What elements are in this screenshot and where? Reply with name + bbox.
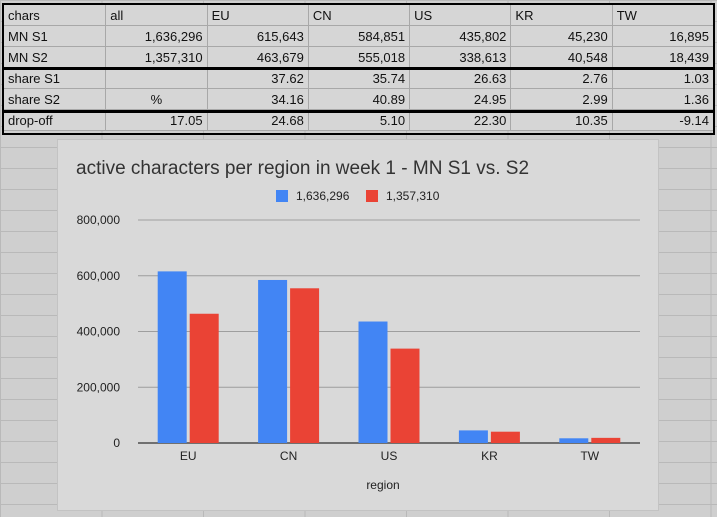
chart-gridlines: 0 200,000 400,000 600,000 800,000 bbox=[77, 213, 640, 450]
table-cell[interactable]: -9.14 bbox=[611, 109, 715, 131]
table-cell[interactable]: 1.03 bbox=[611, 67, 715, 89]
chart-x-ticks: EU CN US KR TW bbox=[180, 449, 600, 463]
y-tick-label: 800,000 bbox=[77, 213, 121, 227]
chart-canvas: active characters per region in week 1 -… bbox=[76, 158, 640, 492]
x-tick-label: US bbox=[381, 449, 398, 463]
bar-eu-series-2 bbox=[189, 313, 219, 443]
table-cell[interactable]: 615,643 bbox=[206, 25, 309, 47]
y-tick-label: 400,000 bbox=[77, 325, 121, 339]
chart-title: active characters per region in week 1 -… bbox=[76, 158, 529, 179]
header-cell[interactable]: CN bbox=[307, 4, 411, 26]
bar-kr-series-2 bbox=[490, 431, 520, 443]
bar-us-series-2 bbox=[390, 348, 420, 443]
bar-kr-series-1 bbox=[458, 430, 488, 443]
table-row: MN S2 1,357,310 463,679 555,018 338,613 … bbox=[2, 46, 715, 68]
table-cell[interactable]: 2.99 bbox=[510, 88, 613, 110]
x-axis-label: region bbox=[366, 478, 399, 492]
y-tick-label: 0 bbox=[113, 436, 120, 450]
table-cell[interactable]: 16,895 bbox=[611, 25, 715, 47]
legend-swatch bbox=[366, 190, 378, 202]
table-cell[interactable]: 45,230 bbox=[510, 25, 613, 47]
table-row: drop-off 17.05 24.68 5.10 22.30 10.35 -9… bbox=[2, 109, 715, 131]
table-border-group-counts bbox=[2, 3, 715, 70]
table-cell[interactable]: 1,636,296 bbox=[105, 25, 208, 47]
x-tick-label: KR bbox=[481, 449, 498, 463]
table-border-group-shares bbox=[2, 67, 715, 113]
x-tick-label: TW bbox=[580, 449, 599, 463]
table-cell[interactable]: 435,802 bbox=[409, 25, 512, 47]
x-tick-label: CN bbox=[280, 449, 297, 463]
bar-cn-series-2 bbox=[290, 288, 320, 443]
y-tick-label: 600,000 bbox=[77, 269, 121, 283]
bar-tw-series-1 bbox=[559, 438, 589, 443]
table-row: MN S1 1,636,296 615,643 584,851 435,802 … bbox=[2, 25, 715, 47]
x-tick-label: EU bbox=[180, 449, 197, 463]
chart-bars bbox=[157, 271, 621, 443]
legend-swatch bbox=[276, 190, 288, 202]
legend-label: 1,357,310 bbox=[386, 189, 440, 203]
table-cell[interactable]: 463,679 bbox=[206, 46, 309, 68]
row-label-cell[interactable]: share S2 bbox=[2, 88, 107, 110]
bar-chart[interactable]: active characters per region in week 1 -… bbox=[57, 139, 659, 511]
legend-label: 1,636,296 bbox=[296, 189, 350, 203]
bar-us-series-1 bbox=[358, 321, 388, 443]
table-header-row: chars all EU CN US KR TW bbox=[2, 4, 715, 26]
chart-legend: 1,636,296 1,357,310 bbox=[276, 189, 440, 203]
row-label-cell[interactable]: drop-off bbox=[2, 109, 107, 131]
bar-cn-series-1 bbox=[258, 279, 288, 443]
table-border-group-dropoff bbox=[2, 110, 715, 135]
y-tick-label: 200,000 bbox=[77, 380, 121, 394]
bar-eu-series-1 bbox=[157, 271, 187, 443]
table-row: share S1 37.62 35.74 26.63 2.76 1.03 bbox=[2, 67, 715, 89]
bar-tw-series-2 bbox=[591, 437, 621, 443]
table-cell[interactable]: 24.68 bbox=[206, 109, 309, 131]
header-cell[interactable]: chars bbox=[2, 4, 107, 26]
